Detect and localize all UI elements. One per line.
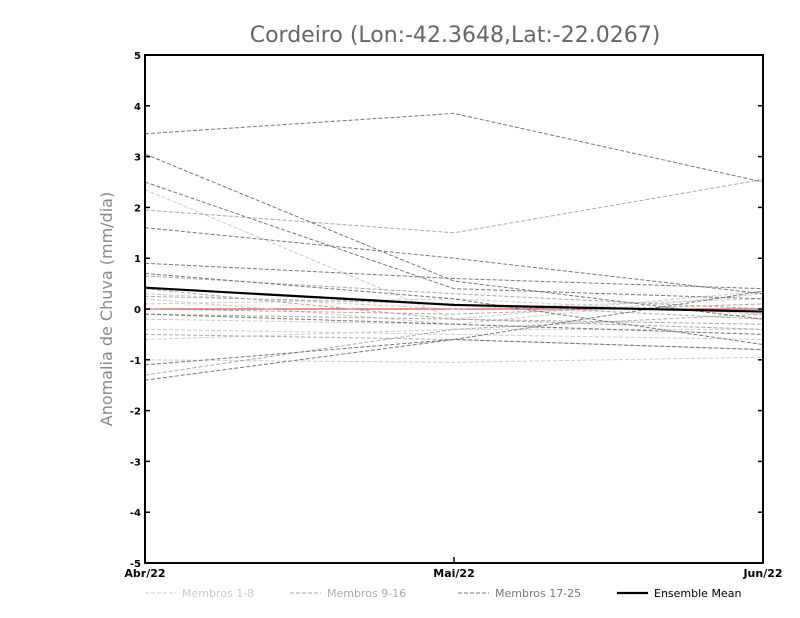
- y-tick-label: -3: [130, 457, 141, 468]
- y-axis-label: Anomalia de Chuva (mm/dia): [97, 192, 116, 426]
- y-tick-label: -4: [130, 508, 141, 519]
- member-series-line-9: [144, 178, 764, 234]
- y-tick-label: 4: [134, 102, 141, 113]
- member-series-line-21: [144, 262, 764, 290]
- y-tick-label: -2: [130, 407, 141, 418]
- chart-title: Cordeiro (Lon:-42.3648,Lat:-22.0267): [250, 23, 661, 48]
- legend-label: Membros 17-25: [495, 587, 581, 600]
- member-series-line-24: [144, 338, 764, 366]
- member-series-line-16: [144, 303, 764, 315]
- legend-label: Membros 9-16: [327, 587, 406, 600]
- member-series-line-2: [144, 293, 764, 325]
- member-series-line-8: [144, 318, 764, 335]
- member-series-line-20: [144, 227, 764, 295]
- member-series-line-11: [144, 313, 764, 325]
- y-tick-label: -1: [130, 356, 141, 367]
- x-tick-label: Jun/22: [742, 567, 782, 580]
- member-series-line-19: [144, 181, 764, 300]
- legend-label: Membros 1-8: [182, 587, 254, 600]
- ensemble-mean-line: [144, 286, 764, 313]
- member-series-line-15: [144, 313, 764, 376]
- legend-label: Ensemble Mean: [654, 587, 741, 600]
- member-series-line-18: [144, 153, 764, 320]
- y-tick-label: 3: [134, 153, 141, 164]
- y-tick-label: 0: [134, 305, 141, 316]
- member-series-line-5: [144, 298, 764, 315]
- member-series-line-13: [144, 333, 764, 351]
- member-series-line-23: [144, 290, 764, 381]
- y-tick-label: -5: [130, 559, 141, 570]
- member-series-line-25: [144, 313, 764, 335]
- x-tick-label: Abr/22: [124, 567, 165, 580]
- y-tick-label: 5: [134, 51, 141, 62]
- x-tick-label: Mai/22: [433, 567, 474, 580]
- member-series-line-1: [144, 189, 764, 320]
- member-series-line-22: [144, 272, 764, 346]
- member-series-line-3: [144, 328, 764, 340]
- plot-area: -5 -4 -3 -2 -1 0 1 2 3 4 5 Abr/22 Mai/22 Jun/22: [124, 51, 782, 580]
- y-tick-label: 2: [134, 203, 141, 214]
- member-series-line-17: [144, 112, 764, 183]
- legend: Membros 1-8 Membros 9-16 Membros 17-25 Ense…: [145, 587, 741, 600]
- member-series-line-4: [144, 356, 764, 363]
- y-tick-label: 1: [134, 254, 141, 265]
